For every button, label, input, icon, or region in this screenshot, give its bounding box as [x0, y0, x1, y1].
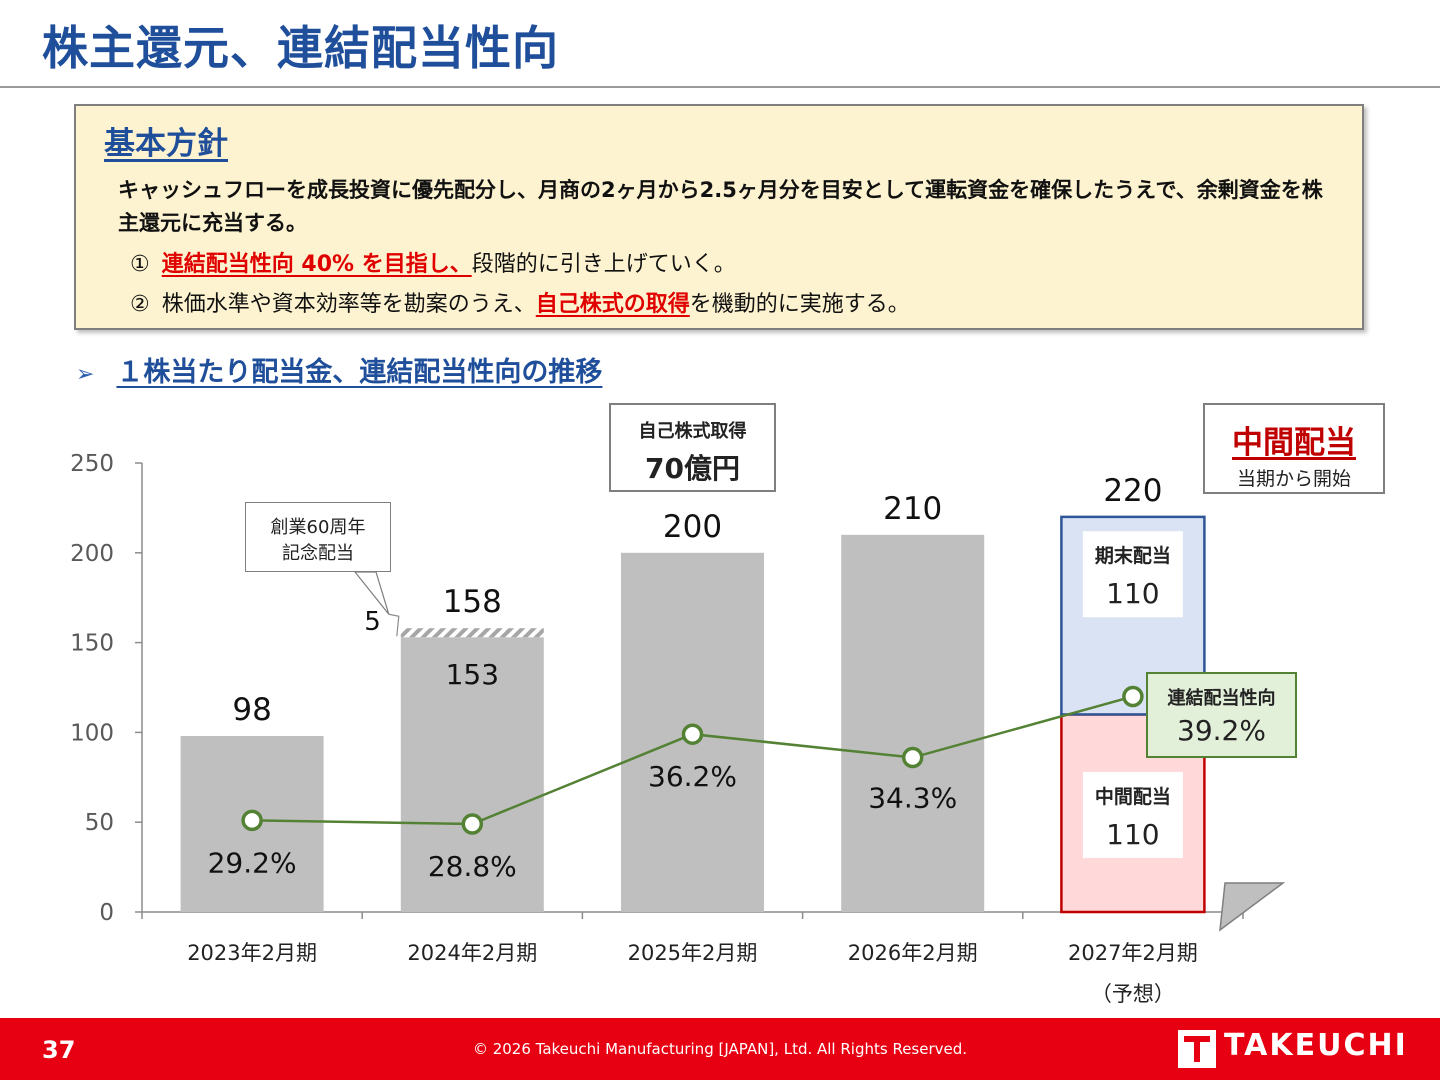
commemorative-leader-line [388, 613, 400, 637]
policy-text: キャッシュフローを成長投資に優先配分し、月商の2ヶ月から2.5ヶ月分を目安として… [118, 178, 1323, 235]
dividend-value-label: 98 [232, 692, 271, 728]
dividend-bar [841, 534, 985, 912]
payout-ratio-callout-value: 39.2% [1177, 714, 1266, 747]
anniversary-callout-line2: 記念配当 [282, 543, 354, 564]
commemorative-bar-segment [400, 628, 544, 638]
y-tick-label: 50 [85, 810, 114, 836]
commemorative-value-label: 5 [364, 607, 381, 637]
payout-ratio-label: 29.2% [208, 846, 297, 879]
y-tick-label: 250 [70, 451, 114, 477]
policy-item-2-text-pre: 株価水準や資本効率等を勘案のうえ、 [161, 292, 536, 317]
payout-ratio-label: 28.8% [428, 850, 517, 883]
buyback-callout: 自己株式取得 70億円 [609, 403, 776, 492]
payout-ratio-label: 36.2% [648, 760, 737, 793]
yearend-label-title: 期末配当 [1095, 544, 1171, 567]
policy-item-1: ① 連結配当性向 40% を目指し、段階的に引き上げていく。 [130, 246, 736, 278]
x-tick-label: 2023年2月期 [187, 941, 317, 965]
x-tick-label: 2026年2月期 [848, 941, 978, 965]
y-tick-label: 200 [70, 541, 114, 567]
section-arrow-icon: ➢ [76, 362, 95, 387]
page-number: 37 [42, 1036, 76, 1064]
dividend-bar [400, 637, 544, 912]
payout-ratio-callout-title: 連結配当性向 [1167, 688, 1276, 709]
policy-item-2-number: ② [130, 292, 150, 317]
yearend-label-value: 110 [1106, 577, 1159, 610]
interim-label-title: 中間配当 [1095, 785, 1171, 808]
buyback-callout-title: 自己株式取得 [638, 421, 747, 442]
payout-ratio-point [461, 813, 484, 835]
x-tick-label: 2027年2月期 [1068, 941, 1198, 965]
policy-item-2-highlight: 自己株式の取得 [535, 292, 690, 317]
y-tick-label: 0 [99, 900, 114, 926]
interim-start-callout-subtitle: 当期から開始 [1236, 468, 1351, 490]
anniversary-callout: 創業60周年 記念配当 [245, 502, 391, 572]
policy-box: 基本方針 キャッシュフローを成長投資に優先配分し、月商の2ヶ月から2.5ヶ月分を… [74, 104, 1364, 330]
payout-ratio-point [241, 809, 263, 832]
policy-item-1-number: ① [130, 252, 150, 277]
company-logo: TAKEUCHI [1178, 1028, 1418, 1070]
payout-ratio-point [681, 723, 704, 745]
section-title: １株当たり配当金、連結配当性向の推移 [116, 357, 603, 388]
buyback-callout-amount: 70億円 [645, 452, 740, 485]
interim-label-value: 110 [1106, 818, 1159, 851]
policy-item-2: ② 株価水準や資本効率等を勘案のうえ、自己株式の取得を機動的に実施する。 [130, 286, 910, 318]
title-divider [0, 86, 1440, 88]
x-tick-label: 2025年2月期 [628, 941, 758, 965]
dividend-inner-label: 153 [446, 658, 499, 691]
x-tick-sublabel: （予想） [1091, 982, 1175, 1006]
interim-start-callout: 中間配当 当期から開始 [1203, 403, 1385, 494]
logo-text: TAKEUCHI [1224, 1028, 1408, 1063]
dividend-value-label: 158 [443, 584, 502, 620]
copyright-text: © 2026 Takeuchi Manufacturing [JAPAN], L… [472, 1040, 968, 1058]
yearend-label-box [1082, 531, 1183, 618]
anniversary-callout-line1: 創業60周年 [270, 517, 366, 538]
payout-ratio-callout: 連結配当性向 39.2% [1146, 672, 1297, 758]
policy-item-1-highlight: 連結配当性向 40% を目指し、 [161, 252, 472, 277]
policy-item-1-text: 段階的に引き上げていく。 [471, 252, 736, 277]
dividend-value-label: 200 [663, 509, 722, 545]
policy-heading: 基本方針 [104, 126, 228, 162]
section-heading: ➢ １株当たり配当金、連結配当性向の推移 [76, 350, 602, 389]
anniversary-callout-tail [353, 571, 390, 615]
footer-bar: 37 © 2026 Takeuchi Manufacturing [JAPAN]… [0, 1018, 1440, 1080]
dividend-value-label: 220 [1103, 473, 1162, 509]
interim-start-callout-title: 中間配当 [1232, 425, 1356, 461]
dividend-chart: 0 50 100 150 200 250 2023年2月期 2024年2月期 2025年2月期 2… [70, 451, 1286, 1006]
page-title: 株主還元、連結配当性向 [42, 21, 559, 75]
interim-callout-tail [1219, 882, 1286, 932]
payout-ratio-point [901, 746, 924, 769]
x-tick-label: 2024年2月期 [407, 941, 537, 965]
y-tick-label: 100 [70, 720, 114, 746]
y-tick-label: 150 [70, 631, 114, 657]
interim-label-box [1082, 771, 1183, 858]
payout-ratio-point [1122, 685, 1144, 708]
dividend-value-label: 210 [883, 491, 942, 527]
payout-ratio-label: 34.3% [868, 782, 957, 815]
policy-item-2-text: を機動的に実施する。 [689, 292, 910, 317]
logo-mark-icon [1178, 1030, 1216, 1068]
